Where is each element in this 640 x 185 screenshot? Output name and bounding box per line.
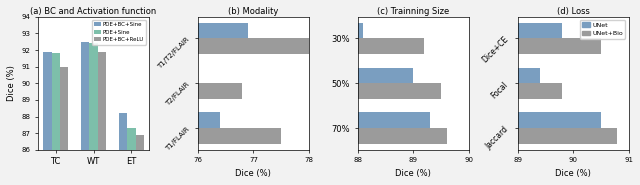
Bar (127, 128, 136, 185)
Bar (51, 53, 60, 185)
Title: (a) BC and Activation function: (a) BC and Activation function (31, 7, 157, 16)
Bar (43, 52, 51, 185)
Legend: PDE+BC+Sine, PDE+Sine, PDE+BC+ReLU: PDE+BC+Sine, PDE+Sine, PDE+BC+ReLU (92, 19, 147, 45)
Legend: UNet, UNet+Bio: UNet, UNet+Bio (580, 20, 625, 39)
Bar (0, 38, 309, 54)
X-axis label: Dice (%): Dice (%) (396, 169, 431, 178)
Title: (d) Loss: (d) Loss (557, 7, 589, 16)
Bar (90, 43, 98, 185)
Bar (0, 112, 430, 128)
Bar (0, 83, 562, 99)
Bar (0, 38, 424, 54)
Title: (b) Modality: (b) Modality (228, 7, 278, 16)
Title: (c) Trainning Size: (c) Trainning Size (377, 7, 449, 16)
Bar (0, 23, 562, 38)
Bar (0, 83, 441, 99)
Y-axis label: Dice (%): Dice (%) (7, 65, 16, 101)
Bar (0, 112, 220, 128)
Bar (0, 128, 618, 144)
Bar (98, 52, 106, 185)
Bar (0, 68, 413, 83)
Bar (0, 68, 540, 83)
Bar (136, 135, 144, 185)
Bar (0, 83, 243, 99)
Bar (0, 128, 447, 144)
Bar (0, 68, 176, 83)
Bar (0, 23, 248, 38)
X-axis label: Dice (%): Dice (%) (236, 169, 271, 178)
Bar (0, 23, 364, 38)
Bar (119, 113, 127, 185)
Bar (60, 67, 68, 185)
X-axis label: Dice (%): Dice (%) (555, 169, 591, 178)
Bar (0, 128, 281, 144)
Bar (81, 42, 90, 185)
Bar (0, 38, 601, 54)
Bar (0, 112, 601, 128)
